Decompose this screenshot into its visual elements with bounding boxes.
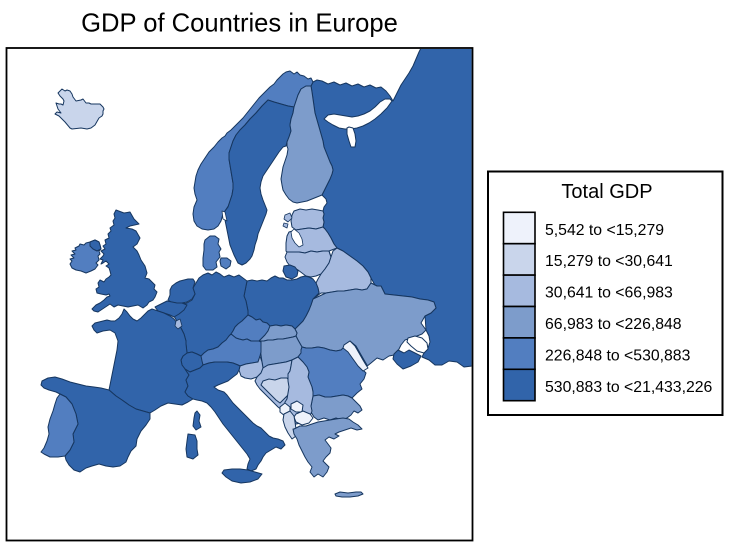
svg-text:GDP of Countries in Europe: GDP of Countries in Europe <box>81 10 398 38</box>
svg-text:66,983 to <226,848: 66,983 to <226,848 <box>545 316 682 333</box>
svg-text:5,542 to <15,279: 5,542 to <15,279 <box>545 222 664 239</box>
svg-text:30,641 to <66,983: 30,641 to <66,983 <box>545 285 673 302</box>
svg-text:226,848 to <530,883: 226,848 to <530,883 <box>545 347 691 364</box>
svg-text:Total GDP: Total GDP <box>561 181 652 203</box>
svg-text:15,279 to <30,641: 15,279 to <30,641 <box>545 253 673 270</box>
svg-text:530,883 to <21,433,226: 530,883 to <21,433,226 <box>545 379 713 396</box>
